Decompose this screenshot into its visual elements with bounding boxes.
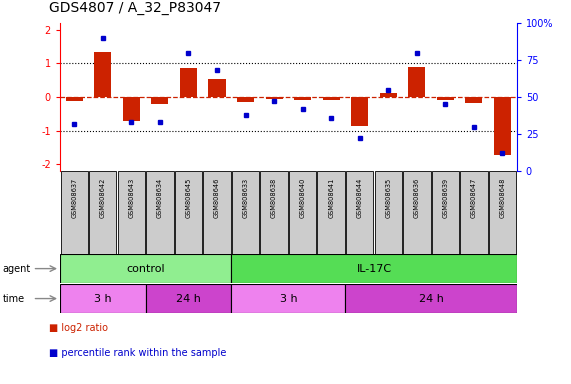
Text: GSM808648: GSM808648 (500, 178, 505, 218)
Bar (94, 51, 111, 97)
Bar (294, 97, 311, 100)
Text: GDS4807 / A_32_P83047: GDS4807 / A_32_P83047 (49, 2, 220, 15)
Bar (380, 93, 397, 97)
Bar (123, 97, 140, 121)
Text: time: time (3, 293, 25, 304)
Bar (146, 171, 174, 255)
Bar (231, 284, 345, 313)
Bar (151, 97, 168, 104)
Bar (146, 284, 231, 313)
Bar (175, 171, 202, 255)
Text: GSM808643: GSM808643 (128, 178, 134, 218)
Bar (89, 171, 116, 255)
Bar (289, 171, 316, 255)
Bar (266, 97, 283, 99)
Bar (231, 254, 517, 283)
Bar (432, 171, 459, 255)
Text: GSM808641: GSM808641 (328, 178, 334, 218)
Text: GSM808633: GSM808633 (243, 178, 248, 218)
Text: 24 h: 24 h (419, 293, 444, 304)
Bar (260, 171, 288, 255)
Text: control: control (126, 263, 165, 274)
Text: 3 h: 3 h (280, 293, 297, 304)
Bar (460, 171, 488, 255)
Bar (351, 97, 368, 126)
Text: GSM808646: GSM808646 (214, 178, 220, 218)
Text: 24 h: 24 h (176, 293, 201, 304)
Text: GSM808639: GSM808639 (443, 178, 448, 218)
Text: GSM808645: GSM808645 (186, 178, 191, 218)
Bar (437, 97, 454, 100)
Bar (403, 171, 431, 255)
Text: GSM808640: GSM808640 (300, 178, 305, 218)
Text: IL-17C: IL-17C (356, 263, 392, 274)
Text: GSM808637: GSM808637 (71, 178, 77, 218)
Bar (323, 97, 340, 100)
Bar (60, 284, 146, 313)
Bar (232, 171, 259, 255)
Bar (489, 171, 516, 255)
Bar (237, 97, 254, 102)
Text: ■ log2 ratio: ■ log2 ratio (49, 323, 107, 333)
Bar (180, 68, 197, 97)
Bar (208, 79, 226, 97)
Text: agent: agent (3, 263, 31, 274)
Text: GSM808636: GSM808636 (414, 178, 420, 218)
Bar (317, 171, 345, 255)
Text: GSM808647: GSM808647 (471, 178, 477, 218)
Bar (203, 171, 231, 255)
Bar (375, 171, 402, 255)
Text: GSM808635: GSM808635 (385, 178, 391, 218)
Text: GSM808644: GSM808644 (357, 178, 363, 218)
Bar (118, 171, 145, 255)
Bar (60, 254, 231, 283)
Bar (465, 97, 482, 103)
Bar (494, 97, 511, 155)
Bar (66, 97, 83, 101)
Bar (408, 67, 425, 97)
Text: GSM808642: GSM808642 (100, 178, 106, 218)
Text: GSM808634: GSM808634 (157, 178, 163, 218)
Bar (61, 171, 88, 255)
Bar (346, 171, 373, 255)
Bar (345, 284, 517, 313)
Text: 3 h: 3 h (94, 293, 111, 304)
Text: ■ percentile rank within the sample: ■ percentile rank within the sample (49, 348, 226, 358)
Text: GSM808638: GSM808638 (271, 178, 277, 218)
